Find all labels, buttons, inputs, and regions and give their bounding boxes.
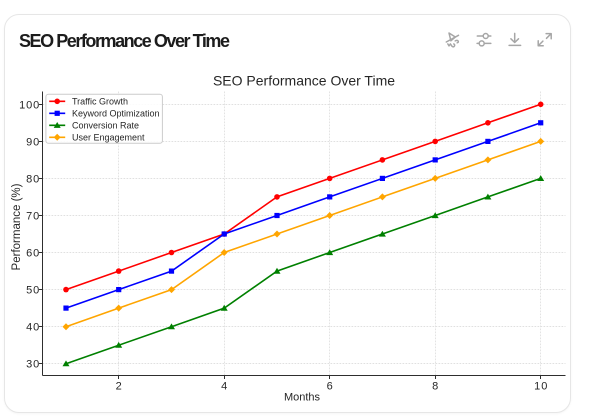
svg-text:70: 70 bbox=[26, 211, 40, 223]
svg-text:Performance (%): Performance (%) bbox=[11, 183, 23, 270]
svg-text:4: 4 bbox=[221, 381, 228, 393]
svg-text:30: 30 bbox=[26, 359, 40, 371]
svg-text:8: 8 bbox=[432, 381, 439, 393]
svg-text:Conversion Rate: Conversion Rate bbox=[72, 121, 139, 131]
svg-text:60: 60 bbox=[26, 248, 40, 260]
svg-text:2: 2 bbox=[116, 381, 123, 393]
svg-text:50: 50 bbox=[26, 285, 40, 297]
svg-text:6: 6 bbox=[327, 381, 334, 393]
svg-text:80: 80 bbox=[26, 173, 40, 185]
svg-text:User Engagement: User Engagement bbox=[72, 133, 145, 143]
svg-text:SEO Performance Over Time: SEO Performance Over Time bbox=[213, 72, 395, 88]
svg-text:Keyword Optimization: Keyword Optimization bbox=[72, 109, 160, 119]
svg-text:Months: Months bbox=[284, 391, 321, 403]
svg-text:100: 100 bbox=[19, 99, 40, 111]
svg-text:40: 40 bbox=[26, 322, 40, 334]
svg-text:Traffic Growth: Traffic Growth bbox=[72, 97, 128, 107]
svg-text:10: 10 bbox=[534, 381, 548, 393]
svg-text:90: 90 bbox=[26, 136, 40, 148]
